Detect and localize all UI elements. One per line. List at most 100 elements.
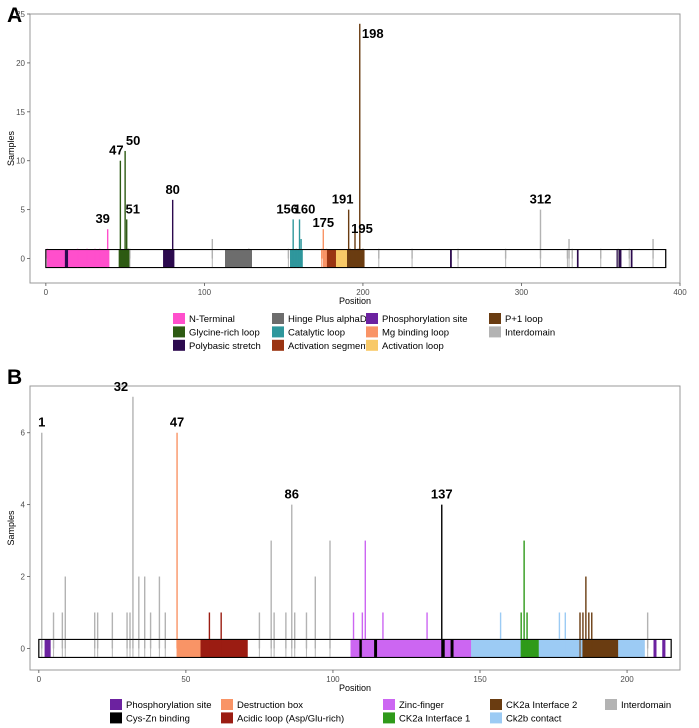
panel-B: B 0 2 4 6 0 50 100 150 200 Position Samples 1 32 47 86 1… — [6, 366, 681, 724]
position-label: 191 — [332, 192, 354, 207]
mutation-bar — [149, 612, 152, 649]
mutation-stub — [99, 249, 101, 268]
y-axis-title: Samples — [6, 510, 16, 546]
mutation-stub — [295, 249, 297, 268]
mutation-stub — [124, 249, 126, 268]
domain-block — [538, 639, 583, 657]
mutation-stub — [411, 249, 413, 268]
legend-swatch — [490, 712, 502, 724]
mutation-stub — [566, 249, 568, 268]
panel-label: A — [7, 4, 22, 27]
mutation-bar — [520, 612, 522, 649]
plot-frame — [29, 385, 681, 671]
protein-outline — [38, 638, 672, 658]
mutation-stub — [588, 639, 590, 658]
mutation-bar — [220, 612, 222, 649]
mutation-bar — [106, 229, 109, 259]
domain-block — [450, 639, 454, 657]
domain-block — [359, 639, 363, 657]
y-tick-label: 0 — [21, 255, 26, 264]
mutation-bar — [96, 612, 99, 649]
mutation-stub — [300, 249, 302, 268]
mutation-stub — [349, 249, 351, 268]
mutation-stub — [107, 249, 109, 268]
mutation-stub — [539, 249, 542, 268]
mutation-bar — [352, 612, 355, 649]
mutation-stub — [258, 639, 260, 658]
mutation-bar — [646, 612, 649, 649]
legend-label: Polybasic stretch — [189, 341, 261, 352]
x-tick-label: 100 — [198, 288, 212, 297]
mutation-stub — [291, 639, 293, 658]
legend-label: Zinc-finger — [399, 700, 444, 711]
mutation-stub — [361, 639, 363, 658]
legend-swatch — [110, 699, 122, 710]
mutation-stub — [86, 249, 88, 268]
x-tick-label: 150 — [473, 675, 487, 684]
mutation-stub — [64, 639, 66, 658]
position-label: 160 — [294, 201, 316, 216]
mutation-stub — [52, 639, 55, 658]
mutation-bar — [285, 612, 287, 649]
legend-swatch — [221, 699, 233, 710]
mutation-stub — [150, 639, 152, 658]
mutation-stub — [61, 639, 63, 658]
mutation-bar — [294, 612, 296, 649]
legend-swatch — [383, 699, 395, 710]
legend-swatch — [173, 313, 185, 324]
mutation-bar — [579, 612, 581, 649]
mutation-stub — [585, 639, 587, 658]
mutation-stub — [119, 249, 121, 268]
y-tick-label: 5 — [21, 206, 26, 215]
mutation-bar — [558, 612, 561, 649]
mutation-stub — [292, 249, 294, 268]
y-axis-title: Samples — [6, 130, 16, 166]
mutation-bar — [298, 219, 301, 259]
x-tick-label: 400 — [673, 288, 687, 297]
y-tick-label: 6 — [21, 429, 26, 438]
mutation-bar — [329, 540, 331, 649]
mutation-bar — [564, 612, 566, 649]
domain-block — [441, 639, 445, 657]
mutation-bar — [322, 229, 324, 259]
mutation-stub — [138, 639, 140, 658]
mutation-stub — [571, 249, 573, 268]
domain-block — [44, 639, 51, 657]
legend-label: P+1 loop — [505, 314, 543, 325]
legend-swatch — [366, 313, 378, 324]
mutation-stub — [591, 639, 593, 658]
x-tick-label: 200 — [620, 675, 634, 684]
mutation-bars — [41, 396, 649, 649]
mutation-bar — [126, 219, 128, 259]
domain-block — [582, 639, 619, 657]
domain-block — [618, 639, 645, 657]
legend-swatch — [489, 313, 501, 324]
mutation-bar — [300, 238, 302, 259]
domain-block — [471, 639, 522, 657]
legend-label: Acidic loop (Asp/Glu-rich) — [237, 713, 344, 724]
legend-swatch — [490, 699, 502, 710]
mutation-stub — [111, 639, 113, 658]
mutation-bar — [273, 612, 275, 649]
position-label: 86 — [285, 487, 299, 502]
mutation-bar — [582, 612, 584, 649]
mutation-bar — [211, 238, 214, 259]
mutation-stub — [321, 249, 323, 268]
legend-label: N-Terminal — [189, 314, 235, 325]
mutation-stub — [325, 249, 328, 268]
mutation-bar — [61, 612, 64, 649]
legend-label: CK2a Interface 2 — [506, 700, 577, 711]
legend-swatch — [272, 313, 284, 324]
mutation-stub — [158, 639, 160, 658]
position-label: 51 — [125, 201, 139, 216]
domain-block — [630, 250, 633, 268]
legend-label: Interdomain — [505, 327, 555, 338]
mutation-stub — [294, 639, 296, 658]
mutation-stub — [558, 639, 560, 658]
legend-label: Glycine-rich loop — [189, 327, 260, 338]
legend-label: Activation segment — [288, 341, 369, 352]
mutation-stub — [354, 249, 356, 268]
legend-label: Ck2b contact — [506, 713, 562, 724]
mutation-bar — [591, 612, 593, 649]
